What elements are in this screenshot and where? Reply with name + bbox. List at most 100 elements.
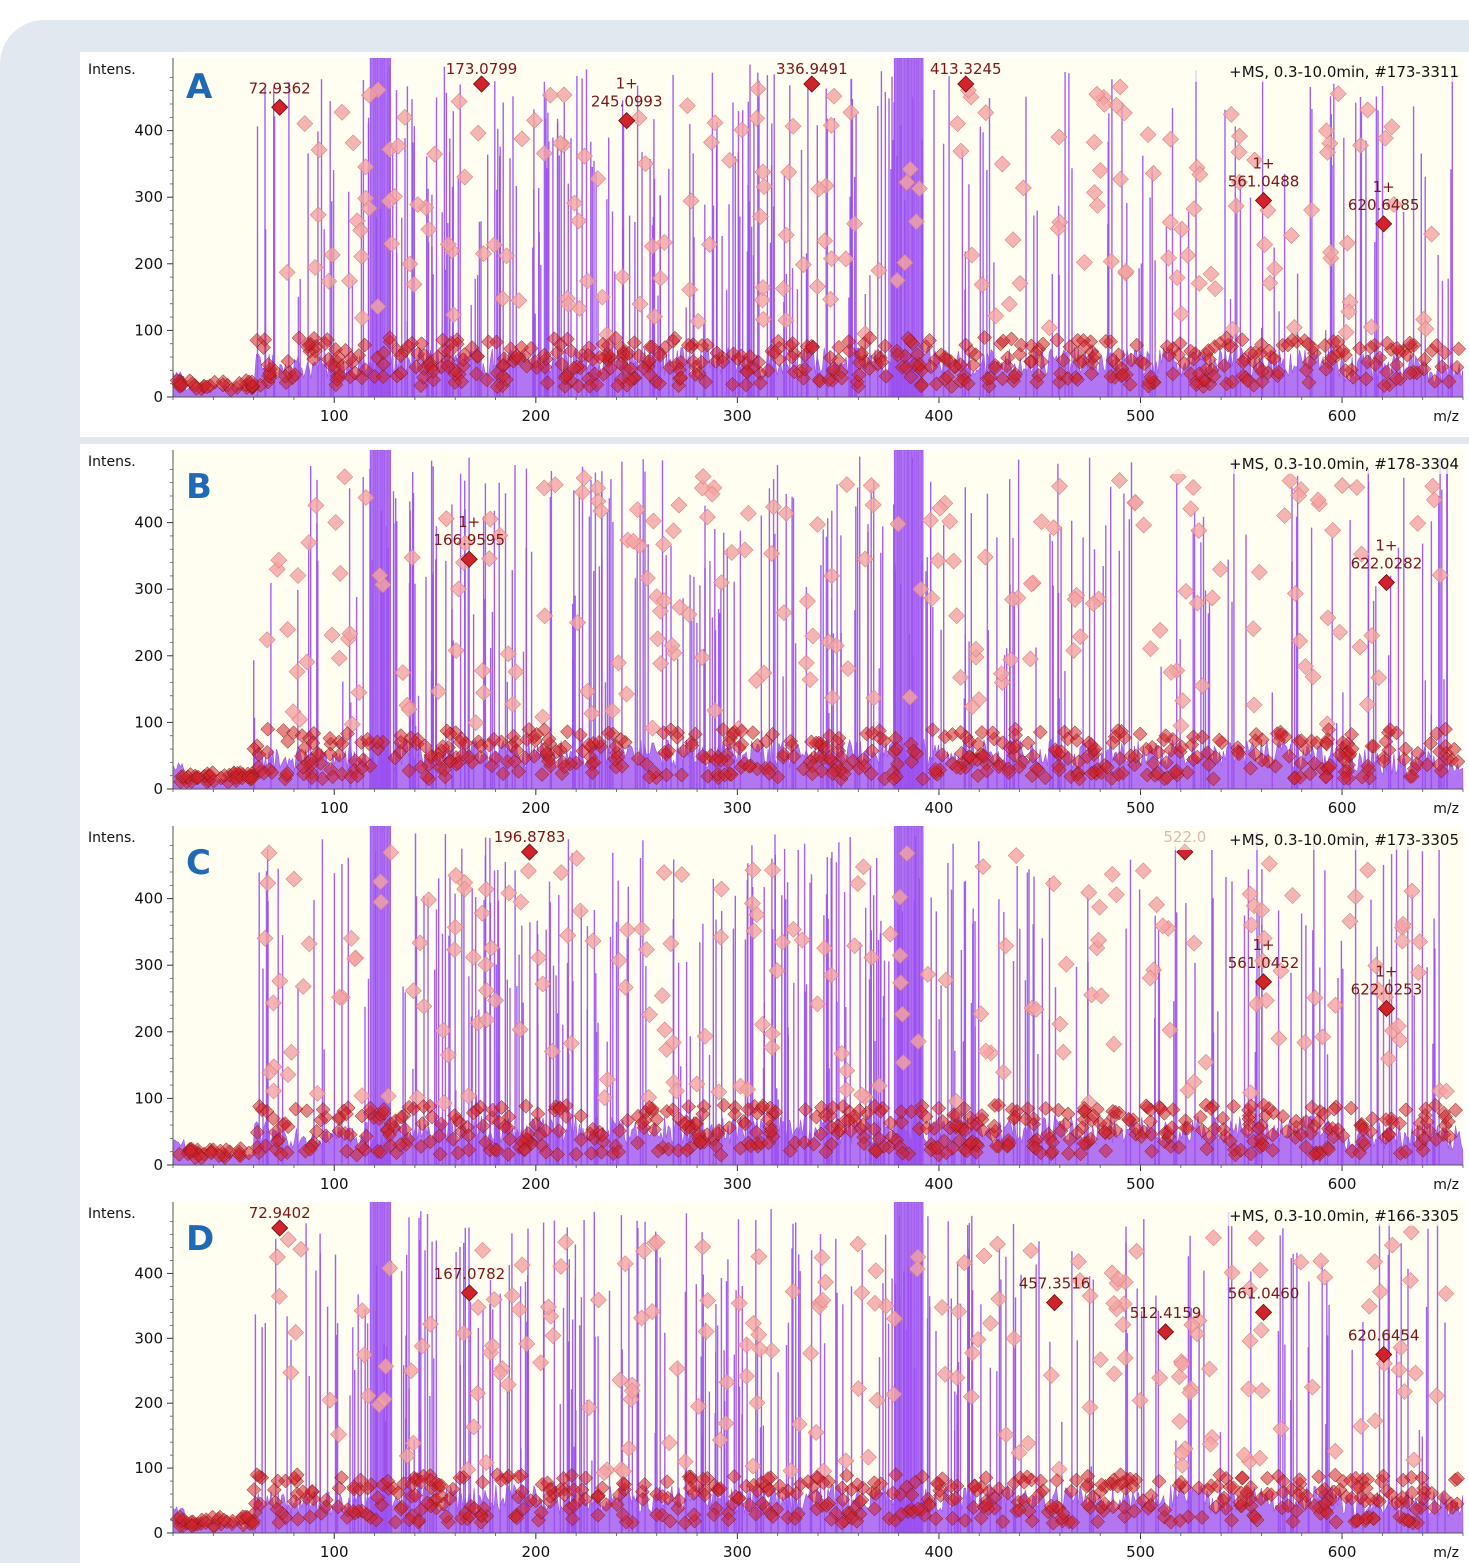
peak-marker bbox=[432, 1146, 448, 1162]
peak-marker bbox=[1333, 477, 1351, 495]
peak-marker bbox=[808, 278, 826, 295]
peak-marker bbox=[1069, 346, 1085, 362]
peak-marker bbox=[445, 306, 463, 324]
peak-marker bbox=[755, 178, 773, 195]
peak-marker bbox=[434, 1022, 452, 1039]
peak-marker bbox=[543, 1042, 561, 1060]
peak-markers-baseline bbox=[169, 330, 1467, 398]
peak-marker bbox=[755, 311, 772, 328]
peak-marker bbox=[891, 888, 909, 906]
peak-marker bbox=[1053, 366, 1068, 381]
peak-marker bbox=[1367, 957, 1385, 975]
peak-marker bbox=[1419, 1114, 1435, 1130]
peak-marker bbox=[1347, 888, 1364, 906]
peak-marker bbox=[288, 1101, 304, 1117]
peak-marker bbox=[439, 235, 457, 253]
peak-marker bbox=[1013, 337, 1029, 353]
peak-marker bbox=[526, 111, 543, 129]
peak-marker bbox=[1226, 1099, 1242, 1114]
peak-marker bbox=[1235, 1470, 1250, 1486]
peak-marker bbox=[530, 949, 548, 967]
peak-marker bbox=[739, 504, 757, 522]
peak-marker bbox=[1129, 337, 1145, 353]
peak-marker bbox=[515, 1501, 531, 1517]
peak-marker bbox=[767, 344, 783, 360]
peak-marker bbox=[931, 1100, 947, 1116]
peak-marker bbox=[1162, 663, 1180, 681]
spectrum-panel-d: 72.9402 167.0782 457.3516 512.4159 561.0460 6… bbox=[80, 1196, 1469, 1563]
peak-marker bbox=[609, 654, 627, 672]
peak-marker bbox=[323, 358, 339, 373]
peak-marker bbox=[475, 245, 492, 263]
peak-marker bbox=[509, 743, 525, 758]
peak-marker bbox=[456, 880, 474, 898]
peak-marker bbox=[849, 875, 867, 892]
peak-marker bbox=[698, 374, 714, 390]
peak-marker bbox=[1007, 369, 1022, 385]
peak-marker bbox=[1338, 234, 1356, 252]
peak-marker bbox=[817, 1273, 834, 1291]
peak-marker bbox=[1148, 896, 1166, 914]
peak-marker bbox=[1086, 1108, 1101, 1123]
peak-marker bbox=[377, 1357, 395, 1375]
peak-marker bbox=[278, 368, 293, 384]
peak-marker bbox=[1279, 1124, 1295, 1139]
peak-marker bbox=[541, 753, 556, 769]
x-tick-label: 200 bbox=[521, 1543, 550, 1561]
peak-marker bbox=[663, 637, 681, 655]
peak-marker bbox=[270, 551, 288, 569]
peak-marker bbox=[642, 1100, 657, 1115]
peak-marker bbox=[680, 605, 698, 623]
labeled-peak-marker bbox=[618, 112, 636, 130]
peak-marker bbox=[948, 1108, 964, 1123]
peak-marker bbox=[1111, 78, 1129, 96]
peak-markers-baseline bbox=[169, 1467, 1465, 1534]
peak-marker bbox=[738, 377, 754, 393]
peak-marker bbox=[868, 1391, 886, 1409]
peak-marker bbox=[1378, 1112, 1394, 1127]
peak-marker bbox=[404, 982, 422, 1000]
peak-marker bbox=[276, 723, 291, 738]
peak-marker bbox=[579, 682, 596, 700]
peak-marker bbox=[653, 987, 671, 1004]
peak-marker bbox=[844, 1482, 859, 1497]
peak-marker bbox=[1380, 1050, 1398, 1068]
peak-marker bbox=[541, 86, 559, 104]
peak-marker bbox=[353, 309, 371, 327]
peak-marker bbox=[987, 360, 1003, 376]
peak-charge-label: 1+ bbox=[1252, 936, 1274, 954]
peak-marker bbox=[470, 348, 485, 364]
peak-marker bbox=[865, 689, 883, 707]
peak-marker bbox=[1215, 1110, 1231, 1126]
peak-marker bbox=[271, 972, 289, 990]
peak-marker bbox=[1243, 760, 1258, 776]
peak-marker bbox=[388, 1514, 403, 1530]
peak-marker bbox=[1193, 677, 1211, 695]
peak-marker bbox=[1227, 197, 1245, 215]
peak-marker bbox=[315, 1102, 331, 1117]
info-label-bg bbox=[1163, 452, 1459, 474]
peak-marker bbox=[1304, 1099, 1320, 1115]
y-axis-title: Intens. bbox=[88, 1206, 136, 1222]
peak-marker bbox=[475, 684, 493, 702]
peak-marker bbox=[1080, 1497, 1096, 1512]
peak-marker bbox=[659, 1474, 675, 1490]
peak-marker bbox=[520, 862, 537, 880]
peak-marker bbox=[375, 369, 391, 384]
peak-marker bbox=[1032, 724, 1048, 740]
peak-marker bbox=[1254, 732, 1270, 748]
peak-marker bbox=[1128, 1242, 1146, 1260]
peak-markers-faint bbox=[268, 1223, 1455, 1482]
peak-marker bbox=[1451, 341, 1467, 357]
peak-marker bbox=[1311, 1469, 1327, 1485]
peak-marker bbox=[1143, 369, 1159, 385]
peak-marker bbox=[652, 655, 670, 672]
peak-marker bbox=[1191, 166, 1209, 183]
peak-marker bbox=[1436, 1490, 1452, 1505]
peak-marker bbox=[1437, 1082, 1455, 1100]
peak-marker bbox=[552, 864, 570, 881]
peak-marker bbox=[929, 552, 947, 569]
peak-marker bbox=[285, 870, 303, 888]
peak-marker bbox=[648, 1233, 666, 1251]
peak-marker bbox=[313, 1112, 329, 1128]
